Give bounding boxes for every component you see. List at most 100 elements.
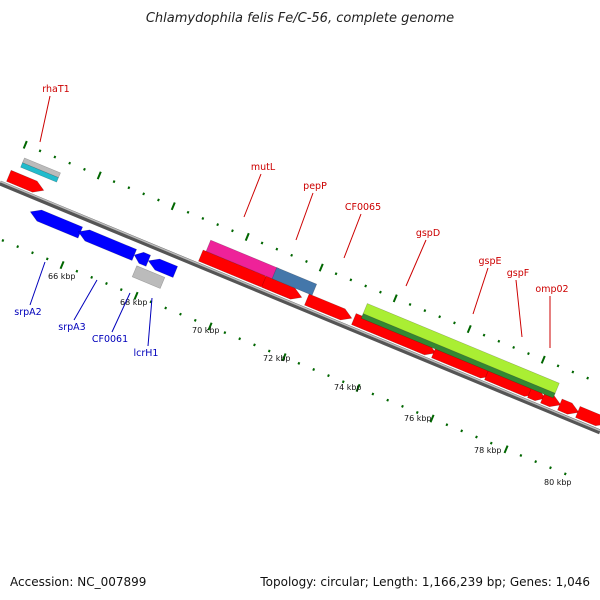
lower-tick-mark — [59, 260, 65, 270]
upper-tick-mark — [96, 171, 102, 180]
upper-tick-mark — [571, 370, 575, 374]
forward-label-leader — [295, 192, 314, 241]
tick-label: 74 kbp — [334, 383, 362, 392]
tick-label: 78 kbp — [474, 446, 502, 455]
upper-tick-mark — [157, 198, 160, 202]
forward-label-leader — [39, 95, 51, 143]
lower-tick-mark — [371, 392, 375, 396]
upper-tick-mark — [453, 321, 456, 325]
lower-tick-mark — [429, 414, 435, 423]
upper-tick-mark — [408, 302, 412, 306]
lower-tick-mark — [207, 322, 213, 331]
lower-tick-mark — [253, 343, 256, 347]
tick-label: 70 kbp — [192, 326, 220, 335]
tick-label: 68 kbp — [120, 298, 148, 307]
upper-tick-mark — [512, 345, 516, 349]
upper-tick-mark — [170, 202, 176, 211]
tick-labels: 66 kbp 68 kbp 70 kbp 72 kbp 74 kbp 76 kbp 78 k… — [48, 272, 572, 487]
reverse-gene-label: srpA3 — [58, 322, 85, 333]
upper-tick-mark — [290, 253, 294, 257]
upper-tick-mark — [364, 284, 368, 288]
upper-tick-mark — [556, 364, 560, 368]
upper-tick-mark — [540, 355, 546, 364]
forward-gene-label: gspE — [478, 256, 501, 267]
forward-gene-label: rhaT1 — [42, 84, 69, 95]
reverse-cds-arrow — [77, 229, 137, 261]
lower-tick-mark — [489, 441, 493, 445]
lower-tick-mark — [267, 349, 271, 353]
upper-tick-mark — [68, 161, 72, 165]
forward-gene-label: gspD — [416, 228, 440, 239]
rhaT1-cyan-bar — [20, 162, 59, 183]
upper-tick-mark — [586, 376, 590, 380]
lower-tick-mark — [133, 291, 139, 300]
genome-summary-text: Topology: circular; Length: 1,166,239 bp… — [259, 575, 590, 589]
pepP-gene-bar — [271, 267, 318, 296]
reverse-label-leader — [147, 297, 153, 347]
lower-tick-mark — [164, 306, 168, 310]
lower-tick-mark — [45, 257, 49, 261]
lower-tick-mark — [401, 404, 404, 408]
upper-tick-mark — [497, 339, 501, 343]
reverse-label-leader — [111, 292, 131, 333]
reverse-cds-arrow — [133, 251, 151, 267]
forward-gene-label: omp02 — [535, 284, 568, 295]
upper-tick-mark — [244, 232, 250, 241]
upper-tick-mark — [482, 333, 486, 337]
lower-tick-mark — [341, 380, 345, 384]
lower-tick-mark — [445, 423, 449, 427]
lower-tick-mark — [31, 251, 34, 255]
lower-tick-mark — [415, 410, 419, 414]
upper-tick-mark — [142, 192, 146, 196]
upper-tick-mark — [423, 309, 427, 313]
gspD-rna-bar — [360, 313, 556, 399]
forward-label-leader — [343, 213, 362, 259]
forward-gene-label: pepP — [303, 181, 327, 192]
forward-label-leader — [472, 267, 489, 315]
feature-tracks — [6, 157, 600, 427]
upper-tick-mark — [305, 259, 308, 263]
lower-tick-mark — [503, 445, 509, 454]
lower-tick-mark — [1, 238, 5, 242]
lower-tick-mark — [549, 466, 552, 470]
forward-label-leader — [405, 239, 427, 287]
map-title: Chlamydophila felis Fe/C-56, complete ge… — [146, 11, 454, 26]
upper-tick-mark — [216, 223, 220, 227]
lower-tick-mark — [355, 383, 361, 392]
lower-tick-mark — [238, 337, 242, 341]
lower-tick-mark — [460, 429, 464, 433]
lower-tick-mark — [193, 318, 197, 322]
upper-tick-mark — [392, 294, 398, 303]
lower-tick-mark — [327, 374, 330, 378]
lower-tick-mark — [75, 269, 79, 273]
forward-cds-arrow — [575, 406, 600, 427]
backbone — [0, 180, 600, 435]
upper-tick-mark — [38, 149, 42, 153]
forward-gene-label: gspF — [507, 268, 529, 279]
forward-gene-label: mutL — [251, 162, 276, 173]
forward-cds-arrow — [261, 275, 303, 300]
upper-tick-mark — [349, 278, 353, 282]
lower-tick-mark — [281, 353, 287, 362]
upper-tick-mark — [83, 167, 86, 171]
lower-tick-mark — [386, 398, 390, 402]
upper-tick-mark — [186, 210, 190, 214]
upper-tick-mark — [466, 324, 472, 334]
reverse-label-leader — [73, 279, 98, 321]
lower-tick-mark — [223, 331, 227, 335]
lower-tick-mark — [105, 281, 108, 285]
upper-tick-track — [22, 140, 590, 380]
forward-cds-arrow — [304, 293, 353, 321]
lower-tick-mark — [297, 361, 301, 365]
lower-tick-track — [1, 238, 567, 476]
rhaT1-gray-bar — [22, 157, 61, 178]
upper-tick-mark — [527, 352, 530, 356]
forward-cds-arrow — [6, 169, 45, 193]
lower-tick-mark — [149, 300, 153, 304]
forward-label-leader — [515, 279, 523, 338]
forward-gene-label: CF0065 — [345, 202, 381, 213]
upper-tick-mark — [231, 229, 234, 233]
accession-text: Accession: NC_007899 — [10, 575, 146, 589]
reverse-gene-label: srpA2 — [14, 307, 41, 318]
